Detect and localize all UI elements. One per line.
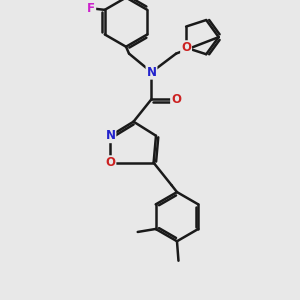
Text: F: F <box>87 2 95 15</box>
Text: O: O <box>105 156 116 169</box>
Text: O: O <box>181 41 191 54</box>
Text: O: O <box>171 93 181 106</box>
Text: N: N <box>105 129 116 142</box>
Text: N: N <box>146 66 157 79</box>
